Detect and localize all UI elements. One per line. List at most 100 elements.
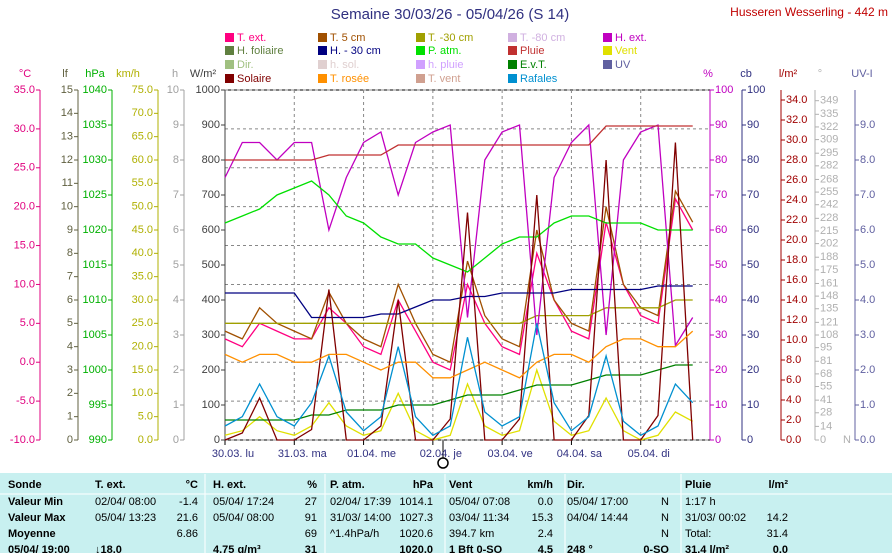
y-tick-label: 30.0 — [14, 123, 35, 135]
table-header: H. ext. — [213, 479, 246, 491]
legend-swatch — [225, 74, 234, 83]
station-name: Husseren Wesserling - 442 m — [730, 5, 888, 19]
legend-swatch — [416, 33, 425, 42]
y-tick-label: 95 — [820, 342, 832, 354]
table-cell: Valeur Max — [8, 512, 66, 524]
y-tick-label: -10.0 — [10, 434, 35, 446]
y-tick-label: 135 — [820, 303, 838, 315]
x-tick-label: 02.04. je — [420, 448, 462, 460]
table-header: % — [307, 479, 317, 491]
table-cell: 1 Bft 0-SO — [449, 544, 503, 553]
legend-swatch — [508, 60, 517, 69]
table-cell: N — [661, 496, 669, 508]
y-tick-label: 20.0 — [14, 201, 35, 213]
y-tick-label: 50 — [747, 259, 759, 271]
y-tick-label: 50 — [715, 259, 727, 271]
y-tick-label: 0.0 — [860, 434, 875, 446]
y-tick-label: 30.0 — [132, 294, 153, 306]
axis-title: ° — [818, 68, 822, 80]
table-cell: 0.0 — [538, 496, 553, 508]
axis-title: W/m² — [190, 68, 217, 80]
y-tick-label: 55 — [820, 380, 832, 392]
y-tick-label: 900 — [202, 119, 220, 131]
table-header: km/h — [527, 479, 553, 491]
y-tick-label: 20.0 — [132, 341, 153, 353]
y-tick-label: 9.0 — [860, 119, 875, 131]
y-tick-label: 10 — [61, 201, 73, 213]
y-tick-label: 6.0 — [860, 224, 875, 236]
legend-swatch — [603, 60, 612, 69]
y-tick-label: 2.0 — [786, 414, 801, 426]
table-cell: 6.86 — [177, 528, 198, 540]
legend-swatch — [508, 33, 517, 42]
y-tick-label: 40.0 — [132, 247, 153, 259]
legend-label: E.v.T. — [520, 59, 547, 71]
y-tick-label: 13 — [61, 131, 73, 143]
y-tick-label: 22.0 — [786, 214, 807, 226]
y-tick-label: 10.0 — [132, 387, 153, 399]
y-tick-label: -5.0 — [16, 395, 35, 407]
y-tick-label: 24.0 — [786, 194, 807, 206]
y-tick-label: 295 — [820, 147, 838, 159]
table-cell: 1014.1 — [399, 496, 433, 508]
table-cell: 69 — [305, 528, 317, 540]
table-header: l/m² — [768, 479, 788, 491]
y-tick-label: 15.0 — [14, 239, 35, 251]
y-tick-label: 10 — [167, 84, 179, 96]
legend-swatch — [318, 60, 327, 69]
y-tick-label: 0.0 — [20, 356, 35, 368]
table-cell: N — [661, 512, 669, 524]
y-tick-label: 70 — [747, 189, 759, 201]
legend-swatch — [416, 46, 425, 55]
y-tick-label: 15 — [61, 84, 73, 96]
table-header: °C — [186, 479, 198, 491]
legend-label: Vent — [615, 45, 637, 57]
table-cell: 0.0 — [773, 544, 788, 553]
x-tick-label: 03.04. ve — [488, 448, 533, 460]
y-tick-label: 322 — [820, 121, 838, 133]
chart-title: Semaine 30/03/26 - 05/04/26 (S 14) — [331, 6, 570, 23]
series-line — [224, 123, 694, 348]
y-tick-label: 188 — [820, 251, 838, 263]
y-tick-label: 11 — [62, 177, 73, 189]
y-tick-label: 2 — [67, 387, 73, 399]
y-tick-label: 1025 — [83, 189, 107, 201]
y-tick-label: 3.0 — [860, 329, 875, 341]
y-tick-label: 60.0 — [132, 154, 153, 166]
axis-title: % — [703, 68, 713, 80]
y-tick-label: 8.0 — [860, 154, 875, 166]
y-tick-label: 6.0 — [786, 374, 801, 386]
axis-title: hPa — [85, 68, 105, 80]
table-cell: Total: — [685, 528, 711, 540]
y-tick-label: 12 — [61, 154, 73, 166]
table-cell: 31/03/ 00:02 — [685, 512, 746, 524]
y-tick-label: 268 — [820, 173, 838, 185]
y-tick-label: 70.0 — [132, 107, 153, 119]
y-tick-label: 0 — [173, 434, 179, 446]
legend-label: H. ext. — [615, 32, 647, 44]
y-tick-label: 32.0 — [786, 114, 807, 126]
table-cell: 91 — [305, 512, 317, 524]
table-header: T. ext. — [95, 479, 126, 491]
y-tick-label: 90 — [747, 119, 759, 131]
y-tick-label: 14.0 — [786, 294, 807, 306]
table-cell: 02/04/ 17:39 — [330, 496, 391, 508]
legend-label: T. rosée — [330, 73, 369, 85]
y-tick-label: 100 — [747, 84, 765, 96]
y-tick-label: 65.0 — [132, 131, 153, 143]
y-tick-label: 6 — [67, 294, 73, 306]
y-tick-label: 5 — [173, 259, 179, 271]
y-tick-label: 500 — [202, 259, 220, 271]
y-tick-label: 202 — [820, 238, 838, 250]
y-tick-label: 28.0 — [786, 154, 807, 166]
y-tick-label: 28 — [820, 407, 832, 419]
y-tick-label: 0 — [67, 434, 73, 446]
y-tick-label: 161 — [820, 277, 838, 289]
axis-title: km/h — [116, 68, 140, 80]
y-tick-label: 35.0 — [132, 271, 153, 283]
x-tick-label: 31.03. ma — [278, 448, 328, 460]
y-tick-label: 10 — [715, 399, 727, 411]
y-tick-label: 50.0 — [132, 201, 153, 213]
legend-swatch — [603, 33, 612, 42]
